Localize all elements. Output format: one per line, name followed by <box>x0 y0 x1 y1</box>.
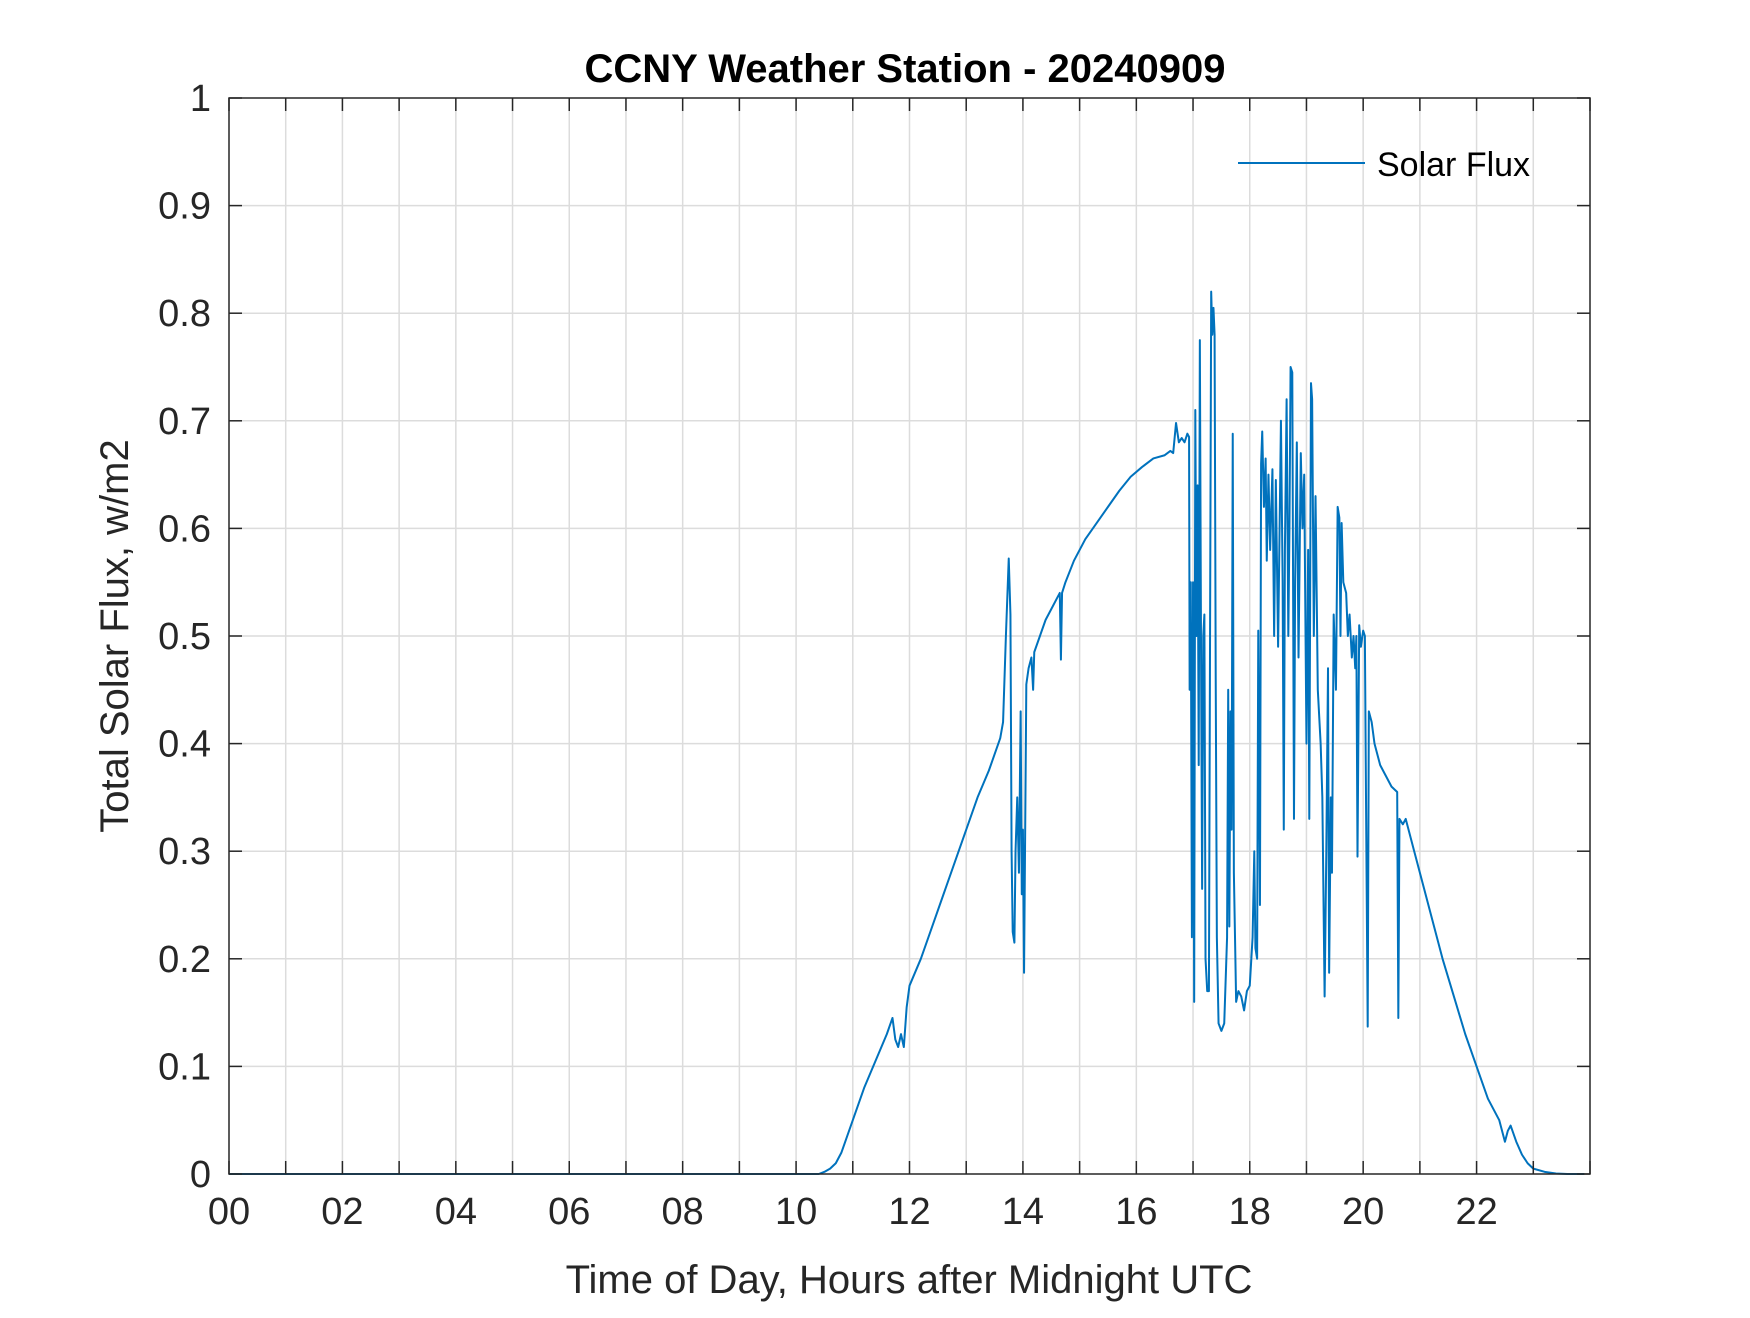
x-tick-label: 12 <box>888 1191 930 1233</box>
y-tick-label: 0.5 <box>158 616 211 658</box>
x-tick-label: 04 <box>435 1191 477 1233</box>
y-tick-label: 1 <box>190 78 211 120</box>
x-tick-label: 14 <box>1002 1191 1044 1233</box>
x-axis-label: Time of Day, Hours after Midnight UTC <box>566 1258 1253 1302</box>
x-tick-label: 10 <box>775 1191 817 1233</box>
y-axis-label: Total Solar Flux, w/m2 <box>93 439 137 832</box>
x-tick-label: 02 <box>321 1191 363 1233</box>
y-tick-label: 0.8 <box>158 293 211 335</box>
x-tick-label: 18 <box>1229 1191 1271 1233</box>
legend: Solar Flux <box>1238 146 1530 184</box>
y-tick-label: 0.7 <box>158 401 211 443</box>
tick-labels: 00 02 04 06 08 10 12 14 16 18 20 22 0 0.1 0.2 0.3 0.4 0.5… <box>158 78 1498 1233</box>
y-tick-label: 0.3 <box>158 831 211 873</box>
y-tick-label: 0.9 <box>158 186 211 228</box>
x-tick-label: 20 <box>1342 1191 1384 1233</box>
y-tick-label: 0.2 <box>158 939 211 981</box>
x-tick-label: 16 <box>1115 1191 1157 1233</box>
x-tick-label: 06 <box>548 1191 590 1233</box>
chart-title: CCNY Weather Station - 20240909 <box>585 47 1226 91</box>
legend-label-solar-flux: Solar Flux <box>1377 146 1530 184</box>
data-layer <box>229 290 1585 1175</box>
x-tick-label: 22 <box>1455 1191 1497 1233</box>
x-tick-label: 00 <box>208 1191 250 1233</box>
y-tick-label: 0 <box>190 1154 211 1196</box>
axes <box>228 97 1591 1175</box>
y-tick-label: 0.4 <box>158 724 211 766</box>
y-tick-label: 0.6 <box>158 508 211 550</box>
x-tick-label: 08 <box>662 1191 704 1233</box>
y-tick-label: 0.1 <box>158 1046 211 1088</box>
series-line-solar-flux <box>229 290 1585 1175</box>
